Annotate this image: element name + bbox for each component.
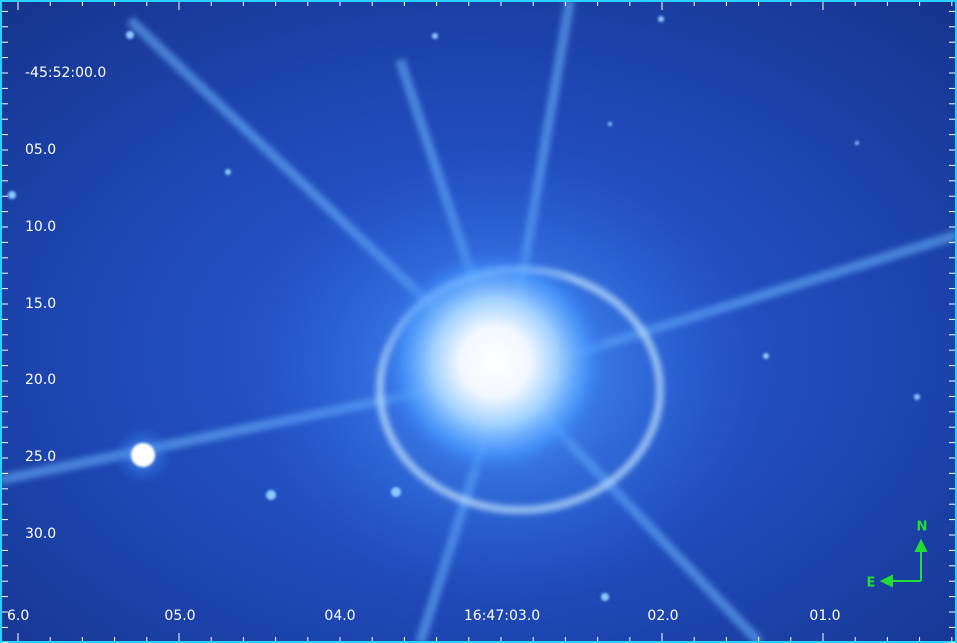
x-axis-label: 05.0: [164, 608, 195, 624]
compass-east: E: [867, 576, 876, 591]
y-axis-label: 25.0: [25, 449, 56, 465]
x-axis-label: 01.0: [809, 608, 840, 624]
image-viewer: -45:52:00.0 05.0 10.0 15.0 20.0 25.0 30.…: [0, 0, 957, 643]
y-axis-label: 05.0: [25, 142, 56, 158]
y-axis-label: 20.0: [25, 372, 56, 388]
x-axis-label: 04.0: [324, 608, 355, 624]
compass-north: N: [917, 520, 928, 535]
y-axis-label: 10.0: [25, 219, 56, 235]
x-axis-label: 16:47:03.0: [464, 608, 540, 624]
y-axis-label: 15.0: [25, 296, 56, 312]
x-axis-label: 02.0: [647, 608, 678, 624]
sky-image: -45:52:00.0 05.0 10.0 15.0 20.0 25.0 30.…: [0, 0, 957, 643]
central-star: [380, 247, 610, 477]
y-axis-label: 30.0: [25, 526, 56, 542]
y-axis-label: -45:52:00.0: [25, 65, 106, 81]
x-axis-label: 6.0: [7, 608, 29, 624]
star: [131, 443, 155, 467]
